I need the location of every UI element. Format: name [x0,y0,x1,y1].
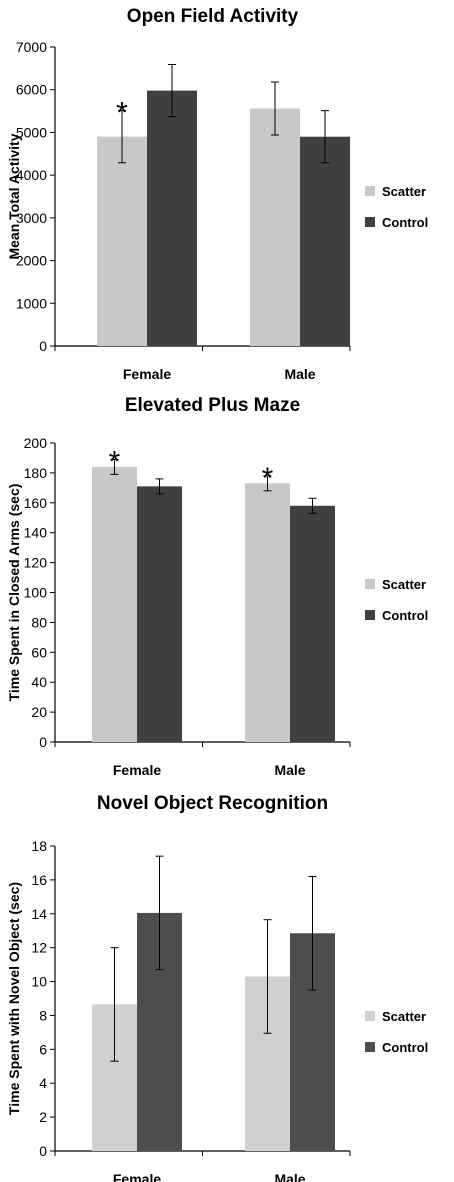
y-tick-label: 140 [24,525,48,541]
y-tick-label: 7000 [16,39,47,55]
bar-scatter-male [250,108,300,346]
legend-swatch-scatter [365,186,375,196]
y-tick-label: 2 [39,1109,47,1125]
y-axis-label: Time Spent in Closed Arms (sec) [6,484,22,702]
bar-control-female [147,90,197,346]
chart-panel-1: Open Field Activity Mean Total Activity 0 1… [6,6,428,382]
legend-swatch-control [365,1042,375,1052]
y-tick-label: 10 [31,974,47,990]
y-tick-label: 120 [24,555,48,571]
chart-panel-2: Elevated Plus Maze Time Spent in Closed A… [6,395,428,778]
y-tick-label: 200 [24,435,48,451]
y-tick-label: 180 [24,465,48,481]
y-axis-label: Time Spent with Novel Object (sec) [6,882,22,1115]
y-tick-label: 40 [31,674,47,690]
y-tick-label: 4 [39,1075,47,1091]
y-axis-label: Mean Total Activity [6,133,22,259]
legend-label-control: Control [382,1040,428,1055]
y-tick-label: 20 [31,704,47,720]
x-category-label: Female [113,762,161,778]
legend-swatch-control [365,610,375,620]
y-tick-label: 5000 [16,124,47,140]
significance-marker: * [262,462,274,495]
bar-scatter-female [92,466,137,742]
chart-title: Elevated Plus Maze [125,395,300,416]
y-tick-label: 60 [31,644,47,660]
y-tick-label: 0 [39,1143,47,1159]
bar-control-female [137,486,182,742]
chart-panel-3: Novel Object Recognition Time Spent with … [6,793,428,1182]
x-category-label: Female [113,1171,161,1182]
bar-control-male [300,136,350,346]
legend-swatch-scatter [365,1011,375,1021]
y-tick-label: 12 [31,940,47,956]
x-category-label: Male [274,762,305,778]
x-category-label: Male [274,1171,305,1182]
significance-marker: * [116,97,128,130]
y-tick-label: 160 [24,495,48,511]
y-tick-label: 16 [31,872,47,888]
significance-marker: * [109,445,121,478]
y-tick-label: 2000 [16,253,47,269]
y-tick-label: 6000 [16,82,47,98]
legend-swatch-control [365,217,375,227]
legend-label-scatter: Scatter [382,184,426,199]
y-tick-label: 8 [39,1007,47,1023]
y-tick-label: 6 [39,1041,47,1057]
chart-title: Novel Object Recognition [97,793,328,814]
y-tick-label: 0 [39,338,47,354]
legend-swatch-scatter [365,579,375,589]
legend-label-control: Control [382,215,428,230]
y-tick-label: 18 [31,838,47,854]
chart-title: Open Field Activity [127,6,299,27]
x-category-label: Female [123,366,171,382]
bar-control-male [290,505,335,742]
legend-label-control: Control [382,608,428,623]
y-tick-label: 1000 [16,295,47,311]
y-tick-label: 4000 [16,167,47,183]
legend-label-scatter: Scatter [382,577,426,592]
bar-scatter-female [97,136,147,346]
legend-label-scatter: Scatter [382,1009,426,1024]
y-tick-label: 14 [31,906,47,922]
y-tick-label: 100 [24,585,48,601]
bar-scatter-male [245,483,290,742]
y-tick-label: 0 [39,734,47,750]
y-tick-label: 80 [31,614,47,630]
y-tick-label: 3000 [16,210,47,226]
x-category-label: Male [284,366,315,382]
